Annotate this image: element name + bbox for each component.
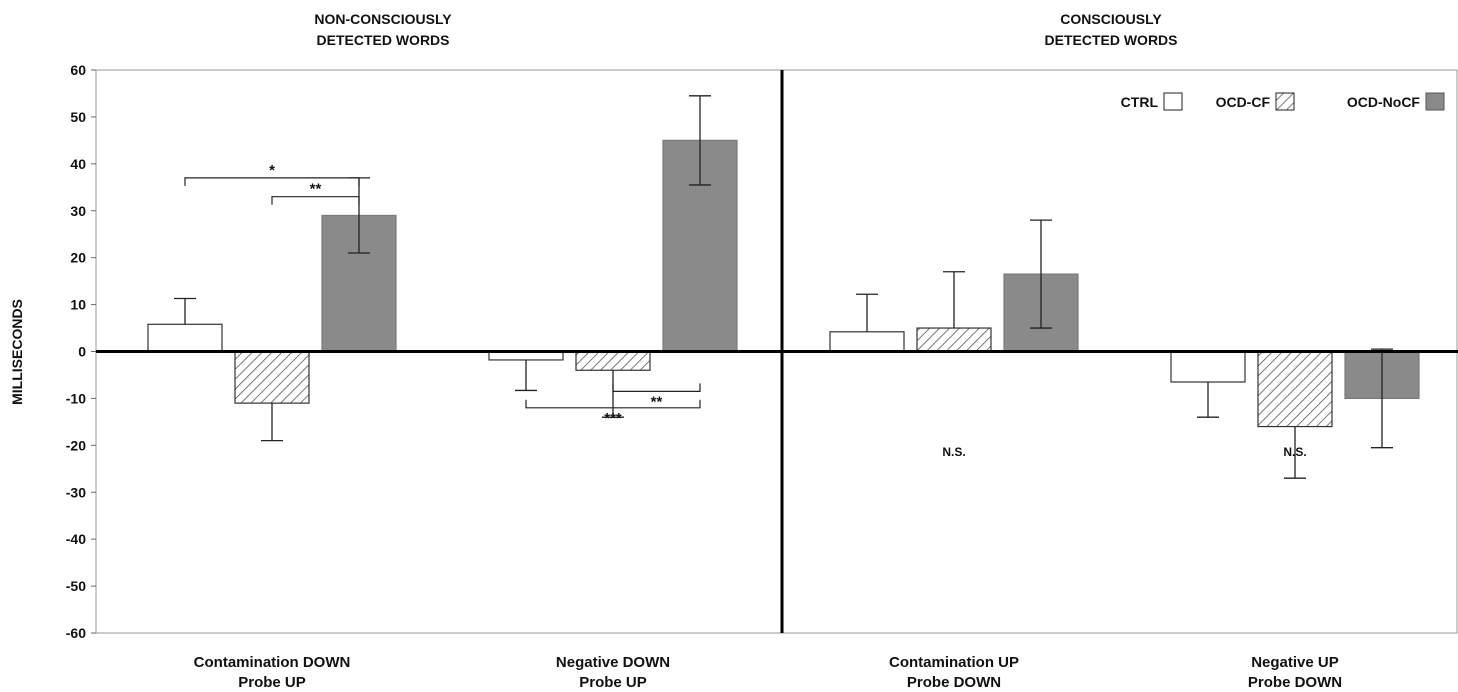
significance-label: * <box>269 162 275 179</box>
y-tick-label: -20 <box>66 437 86 453</box>
y-tick-label: -30 <box>66 484 86 500</box>
y-tick-label: -40 <box>66 531 86 547</box>
x-category-label: Negative UP <box>1251 654 1339 671</box>
panel-title-right-line2: DETECTED WORDS <box>1045 32 1178 48</box>
significance-label: *** <box>604 410 622 427</box>
y-tick-label: 30 <box>70 203 86 219</box>
y-tick-label: 40 <box>70 156 86 172</box>
significance-bracket <box>271 196 360 205</box>
y-tick-label: 10 <box>70 297 86 313</box>
bar-ctrl <box>147 323 223 353</box>
significance-bracket <box>184 177 360 186</box>
x-category-label: Probe DOWN <box>907 674 1001 691</box>
y-tick-label: -10 <box>66 390 86 406</box>
x-category-label: Probe UP <box>238 674 306 691</box>
x-category-label: Probe DOWN <box>1248 674 1342 691</box>
panel-title-right-line1: CONSCIOUSLY <box>1060 11 1162 27</box>
legend: CTRL OCD-CF OCD-NoCF <box>1121 92 1445 111</box>
y-axis-label: MILLISECONDS <box>9 299 25 405</box>
significance-label: ** <box>651 393 663 410</box>
x-category-label: Probe UP <box>579 674 647 691</box>
y-tick-label: -60 <box>66 625 86 641</box>
bar-ocd-nocf <box>321 214 397 353</box>
significance-bracket <box>525 399 701 409</box>
significance-label: ** <box>310 181 322 198</box>
y-tick-label: 50 <box>70 109 86 125</box>
x-category-label: Contamination DOWN <box>194 654 351 671</box>
bar-ctrl <box>1170 350 1246 383</box>
panel-title-left-line1: NON-CONSCIOUSLY <box>314 11 452 27</box>
legend-label-ctrl: CTRL <box>1121 94 1159 110</box>
legend-swatch-ocd-cf <box>1275 92 1295 111</box>
bar-ocd-cf <box>916 327 992 353</box>
x-category-label: Negative DOWN <box>556 654 670 671</box>
significance-label: N.S. <box>942 445 965 459</box>
legend-swatch-ocd-nocf <box>1425 92 1445 111</box>
legend-swatch-ctrl <box>1163 92 1183 111</box>
bar-ocd-cf <box>575 350 651 371</box>
bar-ocd-cf <box>234 350 310 404</box>
y-tick-label: 0 <box>78 344 86 360</box>
y-tick-label: 60 <box>70 62 86 78</box>
x-category-label: Contamination UP <box>889 654 1019 671</box>
bar-ctrl <box>829 331 905 353</box>
y-tick-label: 20 <box>70 250 86 266</box>
y-tick-label: -50 <box>66 578 86 594</box>
legend-label-ocd-cf: OCD-CF <box>1216 94 1271 110</box>
bar-ocd-cf <box>1257 350 1333 428</box>
panel-title-left-line2: DETECTED WORDS <box>317 32 450 48</box>
significance-bracket <box>612 383 701 392</box>
significance-label: N.S. <box>1283 445 1306 459</box>
legend-label-ocd-nocf: OCD-NoCF <box>1347 94 1421 110</box>
